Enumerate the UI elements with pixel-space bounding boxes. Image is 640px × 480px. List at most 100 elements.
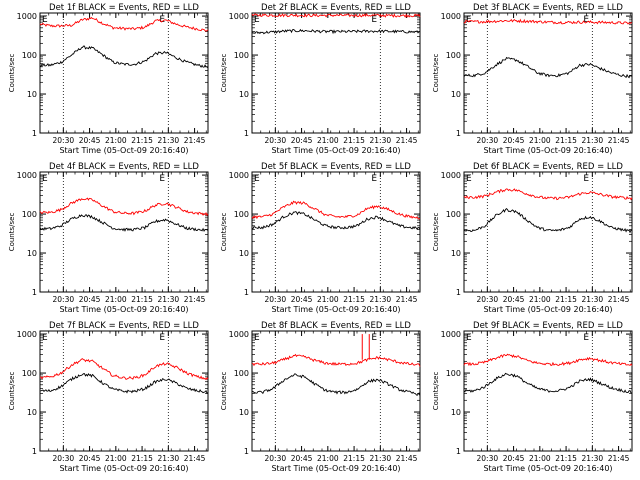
event-marker-right: E bbox=[371, 15, 377, 25]
y-tick-label: 100 bbox=[234, 369, 249, 378]
event-rate-line bbox=[39, 45, 209, 69]
x-tick-label: 21:30 bbox=[370, 136, 392, 145]
x-tick-label: 21:45 bbox=[608, 295, 630, 304]
x-tick-label: 20:30 bbox=[477, 454, 499, 463]
y-axis-label: Counts/sec bbox=[8, 372, 16, 411]
x-tick-label: 21:00 bbox=[317, 454, 339, 463]
x-tick-label: 20:30 bbox=[477, 295, 499, 304]
x-tick-label: 21:45 bbox=[184, 454, 206, 463]
x-tick-label: 21:00 bbox=[105, 136, 127, 145]
y-tick-label: 100 bbox=[446, 51, 461, 60]
x-tick-label: 21:15 bbox=[343, 136, 365, 145]
x-tick-label: 21:00 bbox=[529, 454, 551, 463]
event-rate-line bbox=[463, 372, 633, 394]
event-marker-right: E bbox=[583, 333, 589, 343]
event-rate-line bbox=[463, 56, 633, 79]
y-tick-label: 1 bbox=[456, 447, 461, 456]
x-axis-label: Start Time (05-Oct-09 20:16:40) bbox=[59, 305, 188, 314]
chart-title: Det 2f BLACK = Events, RED = LLD bbox=[261, 3, 411, 13]
x-tick-label: 21:45 bbox=[184, 295, 206, 304]
y-tick-label: 1 bbox=[32, 129, 37, 138]
x-tick-label: 21:00 bbox=[105, 295, 127, 304]
x-tick-label: 20:30 bbox=[477, 136, 499, 145]
y-tick-label: 1000 bbox=[17, 12, 37, 21]
x-tick-label: 20:45 bbox=[291, 295, 313, 304]
x-tick-label: 21:45 bbox=[184, 136, 206, 145]
x-tick-label: 20:45 bbox=[79, 295, 101, 304]
lld-rate-line bbox=[463, 18, 633, 25]
event-marker-left: E bbox=[42, 15, 48, 25]
y-tick-label: 10 bbox=[451, 249, 461, 258]
y-axis-label: Counts/sec bbox=[220, 372, 228, 411]
x-tick-label: 20:45 bbox=[79, 454, 101, 463]
event-marker-left: E bbox=[254, 174, 260, 184]
x-axis-label: Start Time (05-Oct-09 20:16:40) bbox=[483, 305, 612, 314]
event-marker-right: E bbox=[583, 174, 589, 184]
x-tick-label: 21:15 bbox=[131, 136, 153, 145]
x-tick-label: 20:30 bbox=[265, 136, 287, 145]
y-axis-label: Counts/sec bbox=[432, 372, 440, 411]
chart-title: Det 8f BLACK = Events, RED = LLD bbox=[261, 321, 411, 331]
event-marker-left: E bbox=[466, 15, 472, 25]
y-tick-label: 1 bbox=[32, 288, 37, 297]
event-rate-line bbox=[251, 373, 421, 397]
y-tick-label: 10 bbox=[239, 90, 249, 99]
x-tick-label: 21:45 bbox=[396, 136, 418, 145]
plot-frame bbox=[463, 12, 633, 134]
x-tick-label: 20:45 bbox=[503, 295, 525, 304]
chart-title: Det 4f BLACK = Events, RED = LLD bbox=[49, 162, 199, 172]
plot-frame bbox=[39, 330, 209, 452]
x-tick-label: 21:15 bbox=[343, 295, 365, 304]
x-tick-label: 21:30 bbox=[582, 136, 604, 145]
x-tick-label: 21:00 bbox=[317, 295, 339, 304]
event-marker-right: E bbox=[371, 333, 377, 343]
x-tick-label: 21:30 bbox=[158, 136, 180, 145]
y-tick-label: 1000 bbox=[229, 171, 249, 180]
lld-rate-line bbox=[251, 13, 421, 18]
x-tick-label: 21:30 bbox=[370, 454, 392, 463]
x-axis-label: Start Time (05-Oct-09 20:16:40) bbox=[271, 464, 400, 473]
chart-title: Det 3f BLACK = Events, RED = LLD bbox=[473, 3, 623, 13]
y-tick-label: 1 bbox=[456, 129, 461, 138]
y-tick-label: 10 bbox=[451, 90, 461, 99]
x-tick-label: 21:30 bbox=[158, 295, 180, 304]
chart-title: Det 6f BLACK = Events, RED = LLD bbox=[473, 162, 623, 172]
event-marker-right: E bbox=[159, 174, 165, 184]
chart-title: Det 7f BLACK = Events, RED = LLD bbox=[49, 321, 199, 331]
x-tick-label: 21:15 bbox=[131, 454, 153, 463]
x-tick-label: 21:45 bbox=[396, 454, 418, 463]
x-tick-label: 21:15 bbox=[343, 454, 365, 463]
x-tick-label: 21:30 bbox=[582, 295, 604, 304]
y-tick-label: 1000 bbox=[441, 171, 461, 180]
y-tick-label: 10 bbox=[27, 408, 37, 417]
x-tick-label: 21:15 bbox=[555, 454, 577, 463]
y-axis-label: Counts/sec bbox=[432, 54, 440, 93]
x-axis-label: Start Time (05-Oct-09 20:16:40) bbox=[59, 146, 188, 155]
event-marker-left: E bbox=[254, 333, 260, 343]
x-tick-label: 21:45 bbox=[396, 295, 418, 304]
x-tick-label: 21:30 bbox=[582, 454, 604, 463]
event-marker-left: E bbox=[42, 333, 48, 343]
x-tick-label: 20:45 bbox=[503, 454, 525, 463]
x-tick-label: 20:45 bbox=[503, 136, 525, 145]
x-tick-label: 20:45 bbox=[291, 454, 313, 463]
y-tick-label: 1 bbox=[244, 129, 249, 138]
y-tick-label: 10 bbox=[451, 408, 461, 417]
y-tick-label: 100 bbox=[234, 210, 249, 219]
plot-frame bbox=[39, 171, 209, 293]
y-tick-label: 100 bbox=[446, 210, 461, 219]
y-axis-label: Counts/sec bbox=[220, 54, 228, 93]
lld-rate-line bbox=[463, 353, 633, 367]
event-marker-right: E bbox=[371, 174, 377, 184]
x-tick-label: 20:30 bbox=[53, 454, 75, 463]
x-tick-label: 21:30 bbox=[370, 295, 392, 304]
